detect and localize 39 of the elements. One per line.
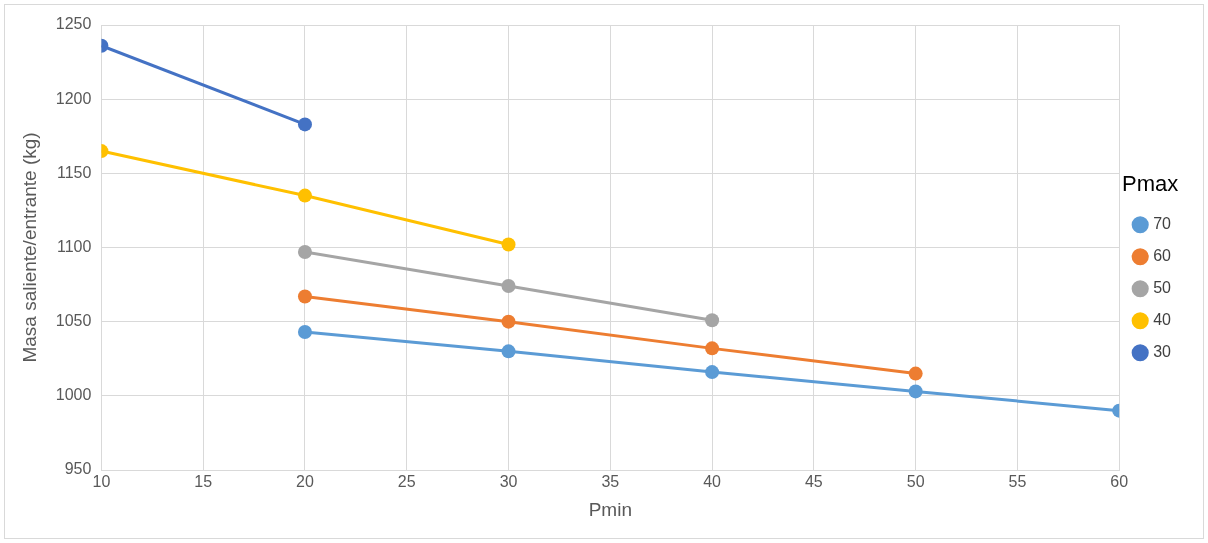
y-tick-label: 1050 — [55, 312, 92, 330]
legend-label: 40 — [1153, 311, 1172, 329]
x-tick-label: 35 — [601, 473, 620, 491]
x-tick-label: 55 — [1008, 473, 1027, 491]
point — [501, 344, 516, 359]
point — [297, 325, 312, 340]
legend-label: 30 — [1153, 343, 1172, 361]
point — [297, 244, 312, 259]
x-tick-label: 20 — [296, 473, 314, 491]
x-tick-label: 30 — [499, 473, 518, 491]
y-tick-label: 1100 — [56, 237, 92, 255]
y-tick-label: 1000 — [55, 386, 92, 404]
legend-label: 70 — [1153, 215, 1172, 233]
point — [705, 313, 720, 328]
x-axis-title: Pmin — [588, 498, 632, 520]
y-tick-label: 1150 — [56, 163, 92, 181]
y-tick-label: 1250 — [55, 15, 92, 33]
y-axis-title: Masa saliente/entrante (kg) — [18, 132, 40, 363]
point — [297, 188, 312, 203]
point — [501, 237, 516, 252]
point — [297, 289, 312, 304]
x-tick-label: 25 — [397, 473, 416, 491]
x-tick-label: 15 — [194, 473, 213, 491]
point — [501, 279, 516, 294]
legend-title: Pmax — [1121, 171, 1179, 197]
x-tick-label: 40 — [703, 473, 722, 491]
legend-label: 50 — [1153, 279, 1172, 297]
point — [705, 341, 720, 356]
x-tick-label: 50 — [906, 473, 925, 491]
point — [705, 365, 720, 380]
y-tick-label: 950 — [64, 460, 92, 478]
point — [908, 366, 923, 381]
x-tick-label: 10 — [92, 473, 111, 491]
y-tick-label: 1200 — [55, 89, 92, 107]
x-tick-label: 45 — [804, 473, 823, 491]
point — [908, 384, 923, 399]
x-tick-label: 60 — [1110, 473, 1129, 491]
point — [501, 314, 516, 329]
legend-label: 60 — [1153, 247, 1172, 265]
